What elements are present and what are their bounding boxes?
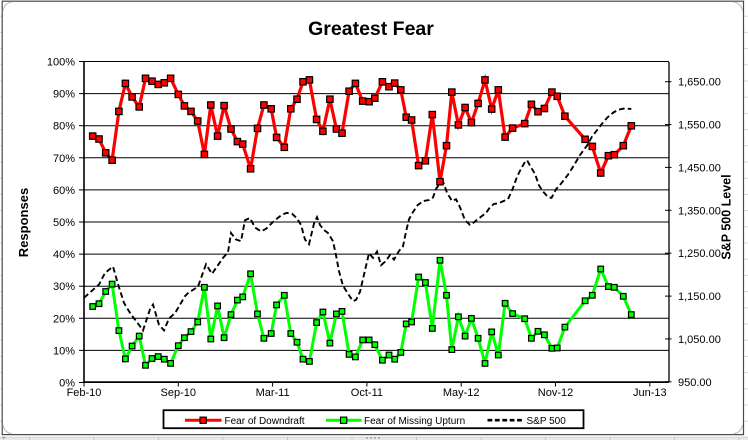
svg-text:Jun-13: Jun-13 <box>633 387 667 399</box>
svg-text:Responses: Responses <box>16 188 31 257</box>
svg-text:1,150.00: 1,150.00 <box>678 291 721 303</box>
svg-text:S&P 500 Level: S&P 500 Level <box>720 174 734 259</box>
svg-text:1,650.00: 1,650.00 <box>678 77 721 89</box>
svg-text:Nov-12: Nov-12 <box>538 387 573 399</box>
svg-text:70%: 70% <box>53 153 75 165</box>
svg-text:1,550.00: 1,550.00 <box>678 120 721 132</box>
svg-text:Greatest Fear: Greatest Fear <box>308 18 434 40</box>
svg-text:10%: 10% <box>53 345 75 357</box>
svg-text:Sep-10: Sep-10 <box>161 387 196 399</box>
svg-text:40%: 40% <box>53 249 75 261</box>
svg-text:0%: 0% <box>59 378 75 390</box>
svg-text:950.00: 950.00 <box>678 377 712 389</box>
svg-text:Mar-11: Mar-11 <box>256 387 290 399</box>
svg-text:1,450.00: 1,450.00 <box>678 162 721 174</box>
svg-text:Fear of Missing Upturn: Fear of Missing Upturn <box>364 416 465 427</box>
svg-text:Fear of Downdraft: Fear of Downdraft <box>225 416 305 427</box>
svg-text:1,050.00: 1,050.00 <box>678 334 721 346</box>
svg-text:1,250.00: 1,250.00 <box>678 248 721 260</box>
svg-text:90%: 90% <box>53 89 75 101</box>
svg-text:50%: 50% <box>53 217 75 229</box>
svg-text:Oct-11: Oct-11 <box>351 387 383 399</box>
svg-text:80%: 80% <box>53 121 75 133</box>
svg-text:60%: 60% <box>53 185 75 197</box>
svg-text:1,350.00: 1,350.00 <box>678 205 721 217</box>
svg-text:100%: 100% <box>47 57 75 69</box>
svg-text:Feb-10: Feb-10 <box>67 387 102 399</box>
svg-text:May-12: May-12 <box>443 387 480 399</box>
svg-text:S&P 500: S&P 500 <box>527 416 567 427</box>
svg-text:20%: 20% <box>53 313 75 325</box>
svg-text:30%: 30% <box>53 281 75 293</box>
